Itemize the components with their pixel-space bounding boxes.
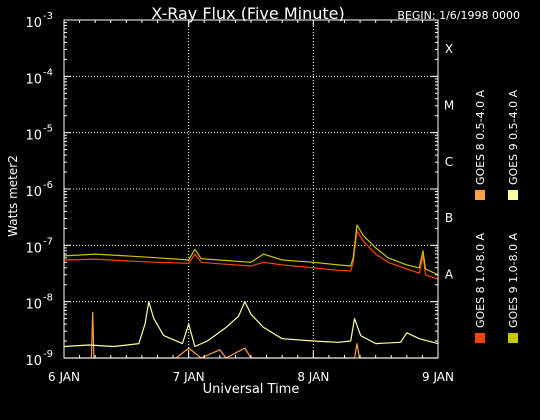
y-tick-exponent: -7 (43, 236, 53, 247)
legend-label: GOES 8 1.0-8.0 A (474, 232, 487, 328)
legend-swatch (508, 190, 518, 200)
y-tick-label: 10 (25, 185, 42, 200)
y-tick-exponent: -9 (43, 349, 53, 360)
series-lines (63, 224, 439, 359)
y-tick-exponent: -5 (43, 124, 53, 135)
x-axis-label: Universal Time (203, 382, 300, 397)
x-tick-label: 7 JAN (173, 370, 205, 384)
series-line (64, 311, 438, 359)
legend-swatch (475, 333, 485, 343)
y-tick-exponent: -3 (43, 11, 53, 22)
x-tick-label: 8 JAN (297, 370, 329, 384)
y-tick-exponent: -4 (43, 67, 53, 78)
legend: GOES 8 0.5-4.0 A GOES 8 1.0-8.0 A GOES 9 0… (474, 89, 520, 343)
chart-title: X-Ray Flux (Five Minute) (151, 4, 344, 23)
y-axis-label: Watts meter2 (6, 155, 20, 237)
y-tick-label: 10 (25, 129, 42, 144)
y-tick-label: 10 (25, 72, 42, 87)
series-line (63, 301, 439, 348)
y-tick-label: 10 (25, 298, 42, 313)
y-tick-exponent: -8 (43, 293, 53, 304)
y-tick-labels: 10-910-810-710-610-510-410-3 (25, 11, 53, 369)
flare-class-label: B (445, 211, 453, 225)
y-tick-label: 10 (25, 241, 42, 256)
x-tick-labels: 6 JAN 7 JAN 8 JAN 9 JAN (48, 370, 454, 384)
flare-class-label: A (445, 268, 454, 282)
begin-label: BEGIN: 1/6/1998 0000 (397, 9, 520, 22)
y-tick-label: 10 (25, 354, 42, 369)
flare-class-label: X (445, 42, 453, 56)
legend-label: GOES 9 0.5-4.0 A (507, 89, 520, 185)
legend-label: GOES 9 1.0-8.0 A (507, 232, 520, 328)
legend-swatch (508, 333, 518, 343)
flare-class-label: C (445, 155, 453, 169)
y-tick-label: 10 (25, 16, 42, 31)
series-line (63, 230, 439, 280)
legend-swatch (475, 190, 485, 200)
flare-class-labels: A B C M X (444, 42, 454, 281)
x-tick-label: 6 JAN (48, 370, 80, 384)
axis-ticks (63, 20, 439, 359)
y-tick-exponent: -6 (43, 180, 53, 191)
series-line (63, 224, 439, 276)
flare-class-label: M (444, 99, 454, 113)
x-tick-label: 9 JAN (422, 370, 454, 384)
legend-label: GOES 8 0.5-4.0 A (474, 89, 487, 185)
grid-lines (64, 20, 438, 358)
